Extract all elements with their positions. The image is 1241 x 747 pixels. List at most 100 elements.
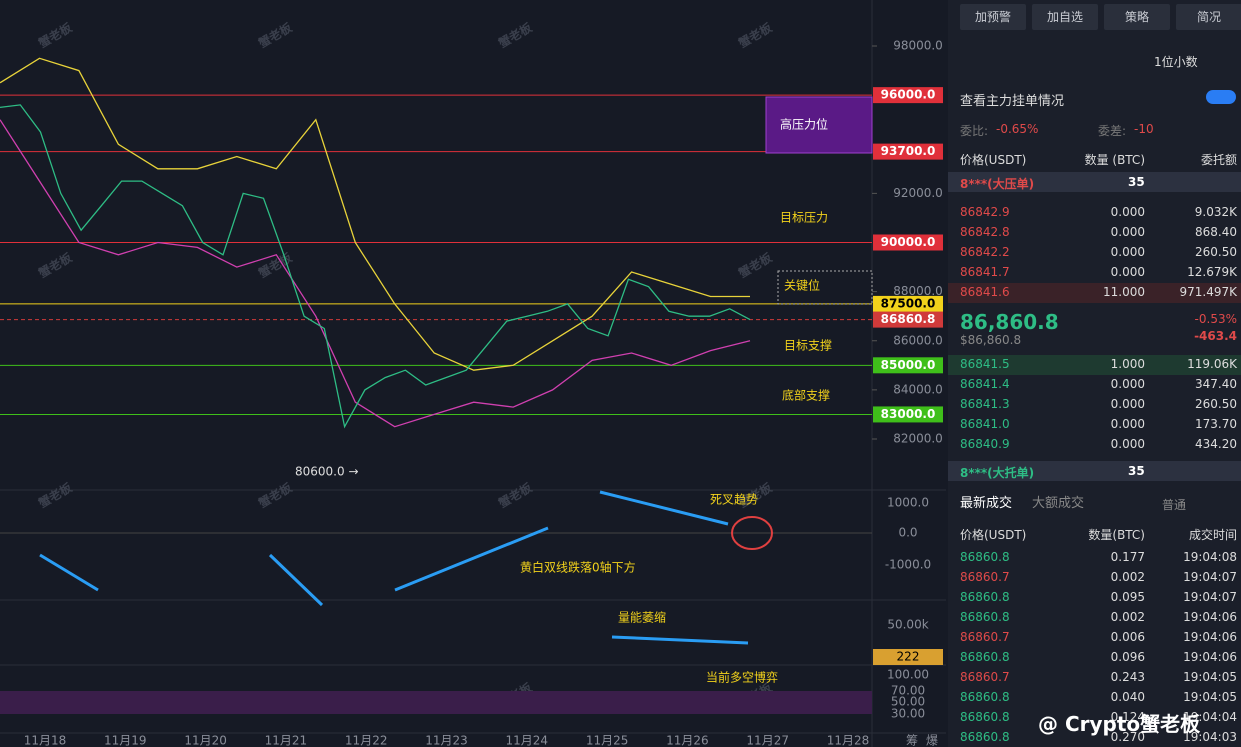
cell: 9.032K — [1194, 205, 1237, 219]
big-bid: 35 — [1128, 464, 1145, 478]
level-label-bg — [873, 311, 943, 328]
cell: 86860.7 — [960, 670, 1010, 684]
x-tick-label: 11月21 — [265, 734, 308, 747]
order-panel: 加预警 加自选 策略 简况 1位小数查看主力挂单情况 委比: -0.65% 委差: -10 价格(… — [948, 0, 1241, 747]
arrow — [611, 635, 749, 645]
cell: 0.002 — [1110, 570, 1145, 584]
cell: 19:04:08 — [1183, 550, 1237, 564]
big-ask: 8***(大压单) — [960, 177, 1035, 191]
y-tick-label: 86000.0 — [893, 333, 943, 347]
last-usd: $86,860.8 — [960, 333, 1022, 347]
arrow — [394, 526, 549, 592]
cell: 11.000 — [1103, 285, 1145, 299]
sub-tick-label: 1000.0 — [887, 496, 929, 510]
cell: 86840.9 — [960, 437, 1010, 451]
lower-band — [0, 119, 751, 428]
cell: 19:04:04 — [1183, 710, 1237, 724]
arrow — [599, 490, 729, 526]
cell: 86842.9 — [960, 205, 1010, 219]
zone-label: 底部支撑 — [782, 388, 830, 403]
sub-tick-label: 222 — [897, 650, 920, 664]
zone-box — [765, 96, 873, 154]
decimals: 1位小数 — [1154, 55, 1198, 69]
signature: @ Crypto蟹老板 — [1038, 712, 1201, 736]
cell: 0.000 — [1110, 377, 1145, 391]
cell: 86860.8 — [960, 710, 1010, 724]
cell: 0.000 — [1110, 397, 1145, 411]
button[interactable]: 策略 — [1104, 4, 1170, 30]
row-bg — [948, 283, 1241, 303]
level-label: 86860.8 — [881, 312, 936, 326]
cell: 86860.8 — [960, 690, 1010, 704]
cell: 86841.5 — [960, 357, 1010, 371]
cell: 0.124 — [1110, 710, 1145, 724]
cell: 119.06K — [1187, 357, 1237, 371]
cell: 173.70 — [1195, 417, 1237, 431]
y-tick-label: 88000.0 — [893, 284, 943, 298]
cell: 0.095 — [1110, 590, 1145, 604]
button[interactable]: 加自选 — [1032, 4, 1098, 30]
label: 委比: — [960, 124, 989, 138]
tab: 最新成交 — [960, 496, 1013, 511]
cross-circle — [731, 516, 773, 550]
cell: 19:04:05 — [1183, 670, 1237, 684]
zone-label: 目标压力 — [780, 211, 828, 225]
toggle — [1206, 90, 1236, 104]
level-label: 96000.0 — [881, 88, 936, 102]
cell: 19:04:06 — [1183, 630, 1237, 644]
y-tick-label: 98000.0 — [893, 39, 943, 53]
cell: 数量 (BTC) — [1084, 153, 1145, 167]
big-ask: 35 — [1128, 175, 1145, 189]
ratio: -0.65% — [996, 122, 1039, 136]
level-label-bg — [873, 357, 943, 374]
zone-label: 关键位 — [784, 278, 820, 293]
cell: 0.270 — [1110, 730, 1145, 744]
sub-tick-label: -1000.0 — [885, 558, 931, 572]
cell: 86860.8 — [960, 550, 1010, 564]
cell: 86860.7 — [960, 630, 1010, 644]
cell: 0.000 — [1110, 205, 1145, 219]
cell: 0.177 — [1110, 550, 1145, 564]
level-label: 85000.0 — [881, 358, 936, 372]
rsi-band — [0, 691, 872, 714]
sub-tick-label: 30.00 — [891, 707, 925, 721]
cell: 86841.6 — [960, 285, 1010, 299]
cell: 0.006 — [1110, 630, 1145, 644]
tool-label: 筹 — [906, 734, 918, 747]
cell: 260.50 — [1195, 245, 1237, 259]
cell: 86860.8 — [960, 610, 1010, 624]
cell: 0.040 — [1110, 690, 1145, 704]
x-tick-label: 11月28 — [827, 734, 870, 747]
cell: 数量(BTC) — [1088, 528, 1145, 542]
label: 委差: — [1098, 124, 1127, 138]
cell: 868.40 — [1195, 225, 1237, 239]
button[interactable]: 简况 — [1176, 4, 1241, 30]
level-label-bg — [873, 87, 943, 104]
note: 当前多空博弈 — [706, 670, 778, 685]
cell: 19:04:05 — [1183, 690, 1237, 704]
cell: 价格(USDT) — [960, 528, 1027, 542]
row-bg — [948, 461, 1241, 481]
note: 黄白双线跌落0轴下方 — [520, 560, 636, 575]
cell: 971.497K — [1179, 285, 1238, 299]
arrow — [39, 553, 99, 592]
main-orders: 查看主力挂单情况 — [960, 94, 1065, 109]
key-box — [777, 270, 873, 305]
cell: 19:04:07 — [1183, 570, 1237, 584]
cell: 19:04:06 — [1183, 610, 1237, 624]
note: 量能萎缩 — [618, 610, 666, 625]
big-bid: 8***(大托单) — [960, 466, 1035, 480]
x-tick-label: 11月23 — [425, 734, 468, 747]
level-label: 90000.0 — [881, 235, 936, 249]
x-tick-label: 11月19 — [104, 734, 147, 747]
diff: -10 — [1134, 122, 1154, 136]
button[interactable]: 加预警 — [960, 4, 1026, 30]
cell: 86841.0 — [960, 417, 1010, 431]
level-label-bg — [873, 406, 943, 423]
tab: 大额成交 — [1032, 496, 1085, 511]
cell: 86841.3 — [960, 397, 1010, 411]
upper-band — [0, 57, 750, 371]
chg: -463.4 — [1194, 329, 1237, 343]
sub-tick-label: 50.00k — [887, 618, 928, 632]
